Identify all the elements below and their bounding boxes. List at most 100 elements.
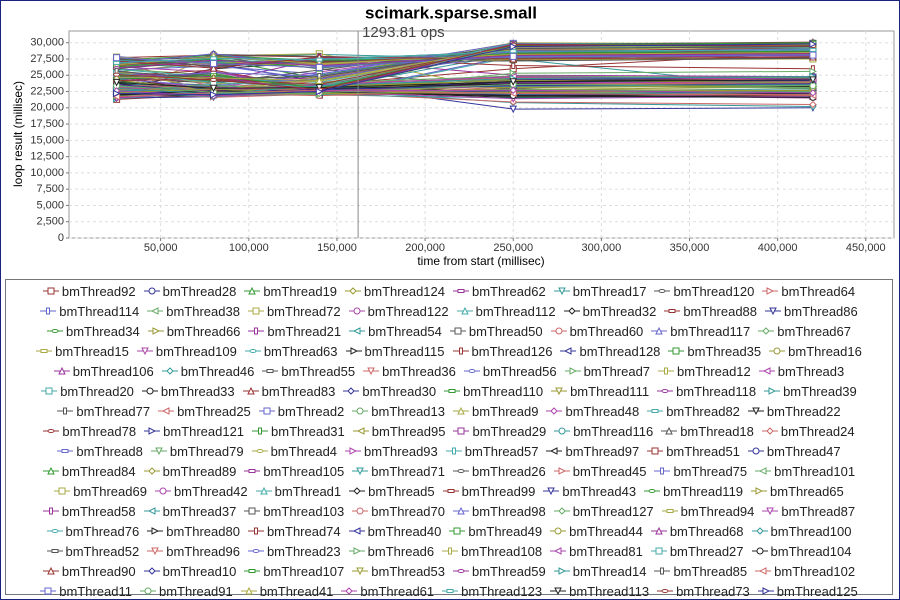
- legend-label: bmThread120: [673, 283, 755, 299]
- legend-label: bmThread117: [670, 323, 751, 339]
- marker: [147, 467, 156, 475]
- legend-icon: [755, 567, 772, 575]
- marker: [249, 349, 257, 353]
- legend-item: bmThread73: [657, 581, 750, 599]
- marker: [248, 507, 256, 515]
- marker: [655, 547, 663, 555]
- legend-item: bmThread11: [40, 581, 132, 599]
- x-tick-label: 300,000: [581, 242, 621, 254]
- legend-icon: [36, 349, 53, 353]
- marker: [547, 487, 556, 496]
- legend-icon: [348, 547, 365, 555]
- legend-icon: [463, 369, 480, 373]
- y-tick-label: 2,500: [36, 216, 64, 228]
- legend-item: bmThread81: [550, 541, 643, 561]
- legend-label: bmThread114: [59, 303, 140, 319]
- x-tick-label: 250,000: [493, 242, 533, 254]
- legend-icon: [747, 407, 764, 416]
- legend-icon: [255, 486, 272, 495]
- marker: [756, 547, 764, 555]
- legend-item: bmThread57: [445, 441, 538, 461]
- legend-item: bmThread107: [244, 561, 344, 581]
- legend-label: bmThread40: [367, 523, 442, 539]
- legend-item: bmThread59: [453, 561, 546, 581]
- legend-label: bmThread92: [61, 283, 136, 299]
- legend-icon: [751, 547, 768, 555]
- legend-item: bmThread80: [147, 521, 240, 541]
- legend-icon: [248, 327, 265, 335]
- legend-item: bmThread98: [453, 501, 546, 521]
- legend-icon: [449, 327, 466, 335]
- marker: [51, 529, 58, 533]
- legend-item: bmThread101: [755, 461, 855, 481]
- legend-label: bmThread41: [259, 583, 334, 599]
- marker: [57, 366, 66, 375]
- legend-item: bmThread99: [442, 481, 535, 501]
- marker: [755, 487, 764, 495]
- marker: [252, 307, 260, 315]
- marker: [453, 527, 461, 535]
- legend-item: bmThread96: [147, 541, 240, 561]
- legend-icon: [758, 327, 775, 335]
- legend-item: bmThread47: [747, 441, 841, 461]
- legend-icon: [242, 386, 259, 395]
- legend-item: bmThread116: [554, 421, 653, 441]
- x-axis-label: time from start (millisec): [417, 254, 544, 268]
- legend-label: bmThread67: [777, 323, 851, 339]
- legend-icon: [765, 307, 782, 316]
- legend-icon: [244, 349, 261, 353]
- marker: [315, 63, 323, 71]
- marker: [509, 86, 517, 94]
- marker: [752, 407, 760, 416]
- marker: [209, 84, 218, 93]
- marker: [766, 427, 774, 435]
- legend-label: bmThread25: [177, 403, 251, 419]
- marker: [809, 51, 817, 59]
- marker: [210, 90, 218, 99]
- marker: [256, 449, 264, 453]
- legend-label: bmThread95: [371, 423, 446, 439]
- legend-icon: [453, 469, 469, 473]
- x-tick-label: 50,000: [144, 242, 178, 254]
- legend-item: bmThread60: [550, 321, 643, 341]
- legend-label: bmThread78: [62, 423, 137, 439]
- legend-label: bmThread11: [59, 583, 132, 599]
- x-tick-label: 350,000: [670, 242, 710, 254]
- marker: [248, 569, 256, 573]
- legend-item: bmThread100: [751, 521, 851, 541]
- legend-icon: [42, 566, 59, 575]
- legend-label: bmThread63: [263, 343, 338, 359]
- legend-item: bmThread110: [444, 381, 543, 401]
- legend-label: bmThread77: [76, 403, 151, 419]
- legend-icon: [551, 387, 568, 396]
- marker: [141, 347, 149, 356]
- legend-label: bmThread112: [475, 303, 556, 319]
- legend-label: bmThread59: [472, 563, 546, 579]
- legend-label: bmThread39: [783, 383, 857, 399]
- legend-icon: [550, 587, 567, 596]
- legend-label: bmThread73: [676, 583, 750, 599]
- legend-item: bmThread121: [144, 421, 244, 441]
- legend-icon: [651, 326, 668, 335]
- marker: [259, 486, 268, 495]
- legend-item: bmThread43: [543, 481, 636, 501]
- legend-item: bmThread74: [247, 521, 341, 541]
- legend-label: bmThread84: [61, 463, 136, 479]
- legend-label: bmThread26: [472, 463, 546, 479]
- legend-icon: [758, 367, 775, 375]
- marker: [651, 409, 659, 413]
- legend-icon: [550, 527, 567, 535]
- legend-item: bmThread27: [650, 541, 744, 561]
- marker: [246, 386, 255, 395]
- legend-label: bmThread4: [270, 443, 338, 459]
- legend-icon: [762, 507, 779, 516]
- legend-label: bmThread53: [371, 563, 445, 579]
- legend-label: bmThread46: [180, 363, 255, 379]
- marker: [762, 587, 770, 595]
- marker: [553, 547, 562, 555]
- legend-label: bmThread48: [565, 403, 640, 419]
- legend-label: bmThread107: [263, 563, 345, 579]
- legend-icon: [40, 307, 57, 315]
- marker: [766, 287, 775, 295]
- legend-item: bmThread51: [647, 441, 740, 461]
